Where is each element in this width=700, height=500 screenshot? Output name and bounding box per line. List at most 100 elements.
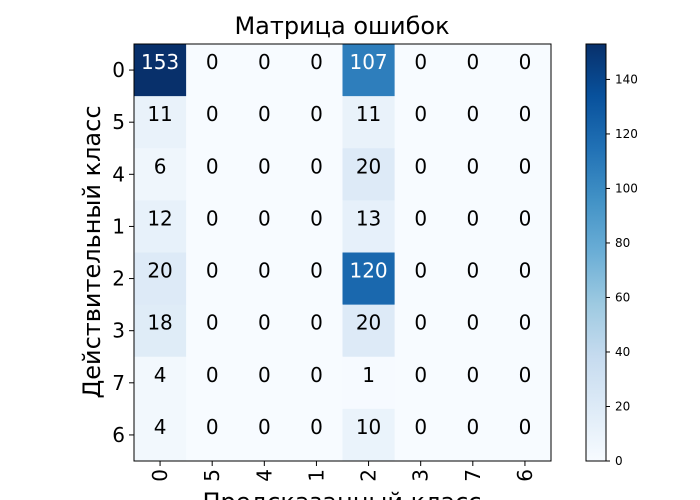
cell-value-label: 0 bbox=[519, 206, 532, 230]
heatmap-cell bbox=[342, 252, 396, 306]
cell-value-label: 4 bbox=[154, 363, 167, 387]
cell-value-label: 0 bbox=[258, 102, 271, 126]
heatmap-cell bbox=[498, 96, 552, 149]
colorbar-tick-label: 0 bbox=[615, 454, 623, 468]
cell-value-label: 0 bbox=[466, 311, 479, 335]
cell-value-label: 0 bbox=[414, 259, 427, 283]
cell-value-label: 0 bbox=[258, 206, 271, 230]
colorbar-tick-label: 120 bbox=[615, 127, 638, 141]
cell-value-label: 0 bbox=[414, 415, 427, 439]
cell-value-label: 0 bbox=[519, 415, 532, 439]
heatmap-cell bbox=[394, 44, 448, 97]
x-tick-label: 6 bbox=[513, 469, 537, 482]
heatmap-cell bbox=[446, 96, 500, 149]
heatmap-cell bbox=[238, 96, 291, 149]
cell-value-label: 0 bbox=[466, 206, 479, 230]
heatmap-cell bbox=[238, 200, 291, 253]
heatmap-cell bbox=[446, 304, 500, 358]
heatmap-cell bbox=[446, 356, 500, 410]
cell-value-label: 11 bbox=[356, 102, 381, 126]
cell-value-label: 0 bbox=[310, 154, 323, 178]
x-axis-label: Предсказанный класс bbox=[203, 488, 482, 500]
heatmap-cell bbox=[238, 44, 291, 97]
cell-value-label: 0 bbox=[206, 415, 219, 439]
x-tick-label: 2 bbox=[357, 469, 381, 482]
cell-value-label: 0 bbox=[466, 102, 479, 126]
heatmap-cells: 153 0 0 0 107 0 0 011 0 0 0 11 0 0 06 0 0 0 20 0 0 012 0 0 0 13 0 0… bbox=[134, 44, 552, 462]
cell-value-label: 0 bbox=[258, 311, 271, 335]
cell-value-label: 0 bbox=[519, 363, 532, 387]
cell-value-label: 0 bbox=[466, 363, 479, 387]
y-axis-label: Действительный класс bbox=[78, 105, 106, 398]
cell-value-label: 0 bbox=[310, 206, 323, 230]
cell-value-label: 0 bbox=[258, 154, 271, 178]
heatmap-cell bbox=[394, 408, 448, 462]
cell-value-label: 11 bbox=[147, 102, 172, 126]
heatmap-cell bbox=[498, 304, 552, 358]
cell-value-label: 10 bbox=[356, 415, 381, 439]
heatmap-cell bbox=[498, 148, 552, 201]
heatmap-cell bbox=[342, 356, 396, 410]
cell-value-label: 0 bbox=[310, 259, 323, 283]
colorbar-tick-label: 100 bbox=[615, 181, 638, 195]
cell-value-label: 0 bbox=[414, 363, 427, 387]
cell-value-label: 0 bbox=[466, 50, 479, 74]
cell-value-label: 13 bbox=[356, 206, 381, 230]
cell-value-label: 0 bbox=[519, 102, 532, 126]
cell-value-label: 0 bbox=[310, 415, 323, 439]
heatmap-cell bbox=[394, 252, 448, 306]
heatmap-cell bbox=[342, 200, 396, 253]
cell-value-label: 0 bbox=[466, 259, 479, 283]
heatmap-cell bbox=[134, 96, 187, 149]
cell-value-label: 12 bbox=[147, 206, 172, 230]
y-tick-label: 2 bbox=[112, 267, 125, 291]
cell-value-label: 0 bbox=[414, 50, 427, 74]
heatmap-cell bbox=[186, 408, 239, 462]
heatmap-cell bbox=[238, 148, 291, 201]
heatmap-cell bbox=[134, 200, 187, 253]
heatmap-cell bbox=[290, 304, 343, 358]
x-axis-ticks: 0 5 4 1 2 3 7 6 bbox=[148, 461, 537, 482]
y-axis-ticks: 0 5 4 1 2 3 7 6 bbox=[112, 58, 134, 447]
cell-value-label: 0 bbox=[206, 311, 219, 335]
heatmap-cell bbox=[498, 356, 552, 410]
cell-value-label: 0 bbox=[310, 311, 323, 335]
cell-value-label: 120 bbox=[349, 259, 387, 283]
x-tick-label: 5 bbox=[200, 469, 224, 482]
y-tick-label: 1 bbox=[112, 214, 125, 238]
x-tick-label: 3 bbox=[409, 469, 433, 482]
heatmap-cell bbox=[446, 252, 500, 306]
x-tick-label: 0 bbox=[148, 469, 172, 482]
heatmap-cell bbox=[134, 252, 187, 306]
x-tick-label: 1 bbox=[304, 469, 328, 482]
cell-value-label: 0 bbox=[310, 50, 323, 74]
colorbar bbox=[585, 43, 607, 462]
cell-value-label: 0 bbox=[206, 102, 219, 126]
heatmap-cell bbox=[186, 96, 239, 149]
heatmap-cell bbox=[446, 44, 500, 97]
heatmap-cell bbox=[446, 408, 500, 462]
plot-frame bbox=[133, 43, 552, 462]
cell-value-label: 0 bbox=[206, 259, 219, 283]
heatmap-cell bbox=[134, 44, 187, 97]
colorbar-tick-label: 80 bbox=[615, 236, 630, 250]
heatmap-cell bbox=[394, 96, 448, 149]
cell-value-label: 0 bbox=[466, 154, 479, 178]
heatmap-cell bbox=[290, 408, 343, 462]
heatmap-cell bbox=[342, 304, 396, 358]
x-tick-label: 7 bbox=[461, 469, 485, 482]
heatmap-cell bbox=[186, 304, 239, 358]
heatmap-cell bbox=[290, 356, 343, 410]
heatmap-cell bbox=[290, 200, 343, 253]
cell-value-label: 0 bbox=[206, 206, 219, 230]
y-tick-label: 5 bbox=[112, 110, 125, 134]
heatmap-cell bbox=[238, 252, 291, 306]
colorbar-ticks: 0 20 40 60 80 100 120 140 bbox=[606, 72, 638, 468]
cell-value-label: 20 bbox=[356, 154, 381, 178]
cell-value-label: 0 bbox=[414, 102, 427, 126]
y-tick-label: 4 bbox=[112, 162, 125, 186]
cell-value-label: 0 bbox=[466, 415, 479, 439]
colorbar-tick-label: 60 bbox=[615, 290, 630, 304]
cell-value-label: 1 bbox=[362, 363, 375, 387]
